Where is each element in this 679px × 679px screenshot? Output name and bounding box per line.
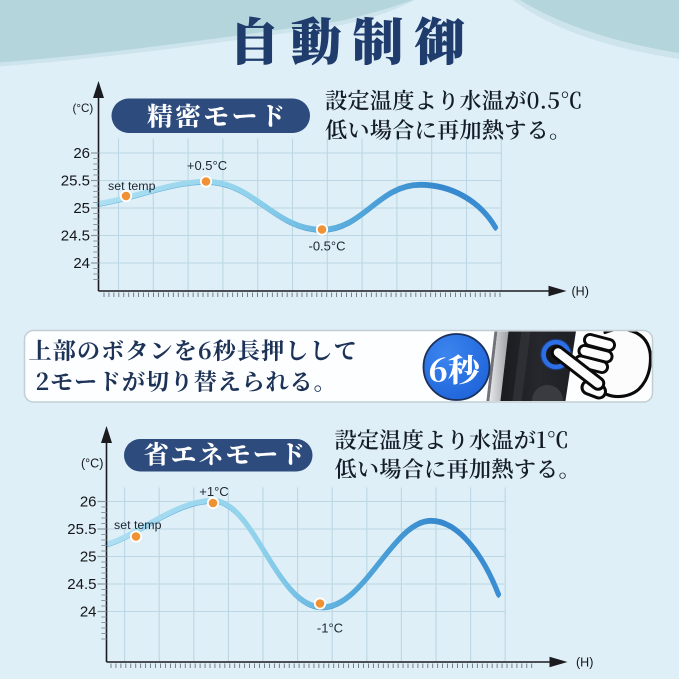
svg-text:24: 24 — [73, 255, 90, 272]
svg-text:-0.5°C: -0.5°C — [309, 239, 346, 254]
svg-text:set temp: set temp — [114, 518, 162, 532]
svg-text:25.5: 25.5 — [61, 173, 90, 190]
svg-text:-1°C: -1°C — [317, 621, 343, 636]
svg-text:24.5: 24.5 — [61, 228, 90, 245]
svg-text:(H): (H) — [572, 285, 589, 299]
svg-text:25: 25 — [80, 549, 97, 566]
svg-text:26: 26 — [73, 145, 90, 162]
svg-text:+1°C: +1°C — [199, 484, 228, 499]
svg-text:26: 26 — [80, 494, 97, 511]
svg-text:(°C): (°C) — [73, 102, 94, 115]
svg-text:24.5: 24.5 — [67, 576, 96, 593]
svg-text:(°C): (°C) — [81, 457, 103, 471]
svg-text:25.5: 25.5 — [67, 521, 96, 538]
svg-text:+0.5°C: +0.5°C — [187, 158, 227, 173]
svg-text:25: 25 — [73, 200, 90, 217]
svg-text:24: 24 — [80, 604, 97, 621]
svg-text:set temp: set temp — [108, 179, 156, 193]
svg-text:(H): (H) — [576, 656, 593, 670]
